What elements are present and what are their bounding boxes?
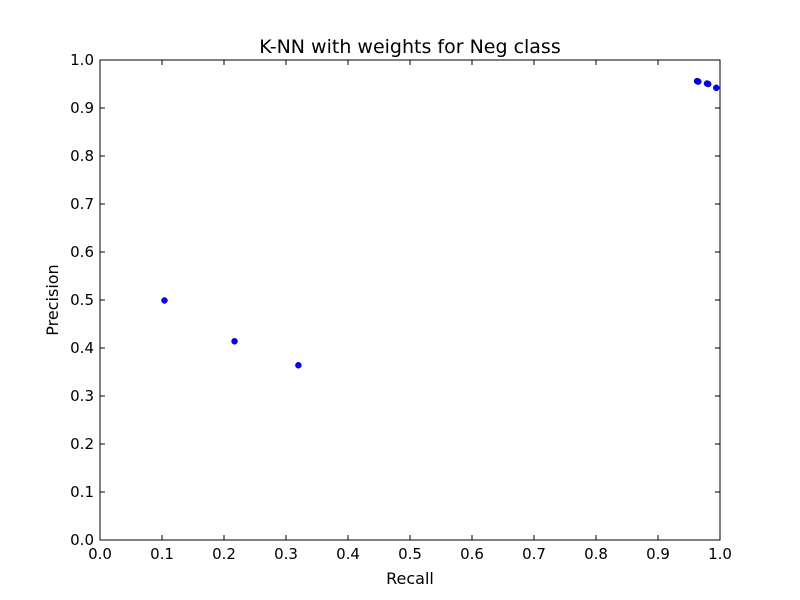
x-tick-label: 0.5 xyxy=(398,545,422,563)
y-tick-label: 0.4 xyxy=(70,339,94,357)
data-point xyxy=(713,84,720,92)
x-tick-label: 0.1 xyxy=(150,545,174,563)
x-tick-label: 0.0 xyxy=(88,545,112,563)
x-axis-label: Recall xyxy=(386,569,434,588)
y-tick-label: 0.0 xyxy=(70,531,94,549)
y-tick-label: 0.8 xyxy=(70,147,94,165)
y-tick-label: 0.3 xyxy=(70,387,94,405)
x-tick-label: 0.9 xyxy=(646,545,670,563)
y-tick-label: 0.1 xyxy=(70,483,94,501)
data-point xyxy=(161,297,168,304)
y-tick-label: 0.2 xyxy=(70,435,94,453)
x-tick-label: 0.3 xyxy=(274,545,298,563)
x-tick-label: 1.0 xyxy=(708,545,732,563)
x-tick-label: 0.4 xyxy=(336,545,360,563)
data-point xyxy=(295,362,302,369)
x-tick-label: 0.6 xyxy=(460,545,484,563)
data-point xyxy=(231,338,238,345)
y-tick-label: 0.6 xyxy=(70,243,94,261)
data-point xyxy=(695,78,702,85)
data-point xyxy=(704,80,712,88)
y-tick-label: 0.5 xyxy=(70,291,94,309)
plot-frame xyxy=(99,59,721,541)
y-tick-label: 0.7 xyxy=(70,195,94,213)
y-axis-label: Precision xyxy=(43,264,62,335)
chart-title: K-NN with weights for Neg class xyxy=(259,36,560,58)
y-tick-label: 0.9 xyxy=(70,99,94,117)
x-tick-label: 0.8 xyxy=(584,545,608,563)
x-tick-label: 0.7 xyxy=(522,545,546,563)
x-tick-label: 0.2 xyxy=(212,545,236,563)
ticks: 0.0 0.1 0.2 0.3 0.4 0.5 0.6 0.7 0.8 0.9 1.0 0.0 0.1 0… xyxy=(70,51,732,563)
y-tick-label: 1.0 xyxy=(70,51,94,69)
data-points xyxy=(161,77,720,369)
